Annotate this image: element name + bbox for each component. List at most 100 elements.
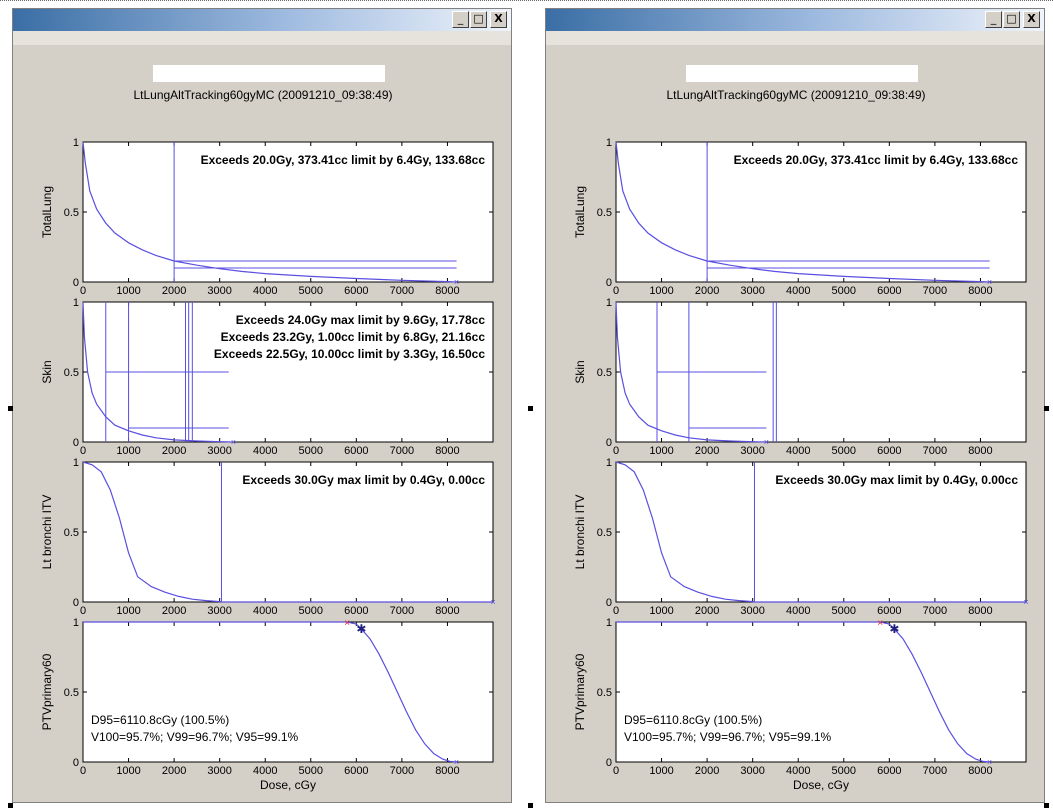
x-tick-label: 5000 [299, 605, 323, 617]
x-tick-label: 1000 [649, 605, 673, 617]
x-tick-label: 0 [80, 445, 86, 457]
y-tick-label: 0 [606, 757, 612, 769]
dvh-curve [82, 141, 457, 283]
maximize-button[interactable]: □ [1003, 11, 1020, 28]
y-tick-label: 0.5 [64, 527, 79, 539]
x-tick-label: 7000 [390, 605, 414, 617]
x-tick-label: 8000 [968, 605, 992, 617]
x-tick-label: 2000 [695, 765, 719, 777]
minimize-button[interactable]: _ [985, 11, 1002, 28]
x-tick-label: 5000 [832, 445, 856, 457]
resize-grip[interactable] [8, 406, 13, 411]
axes-box [82, 141, 494, 283]
y-tick-label: 1 [73, 137, 79, 149]
x-axis-label: Dose, cGy [260, 778, 316, 792]
x-tick-label: 6000 [344, 285, 368, 297]
x-tick-label: 8000 [435, 765, 459, 777]
y-axis-label: PTVprimary60 [573, 653, 587, 730]
y-axis-label: TotalLung [40, 186, 54, 238]
window-titlebar[interactable]: _ □ X [13, 9, 511, 31]
y-tick-label: 0 [73, 437, 79, 449]
end-marker: × [1023, 597, 1028, 607]
axes-box [615, 461, 1027, 603]
x-tick-label: 0 [613, 765, 619, 777]
x-tick-label: 4000 [253, 445, 277, 457]
dvh-curve [82, 301, 234, 443]
resize-grip[interactable] [1044, 803, 1049, 808]
x-tick-label: 1000 [649, 765, 673, 777]
window-titlebar[interactable]: _ □ X [546, 9, 1044, 31]
y-tick-label: 0 [606, 597, 612, 609]
y-tick-label: 1 [606, 137, 612, 149]
end-marker: × [764, 437, 769, 447]
resize-grip[interactable] [8, 803, 13, 808]
figure-window-right[interactable]: _ □ X LtLungAltTracking60gyMC (20091210_… [545, 8, 1045, 803]
constraint-annotation: Exceeds 20.0Gy, 373.41cc limit by 6.4Gy,… [734, 153, 1019, 167]
axes-box [82, 621, 494, 763]
y-tick-label: 0 [73, 757, 79, 769]
figure-area: LtLungAltTracking60gyMC (20091210_09:38:… [546, 45, 1044, 802]
figure-window-left[interactable]: _ □ X LtLungAltTracking60gyMC (20091210_… [12, 8, 512, 803]
x-tick-label: 8000 [435, 285, 459, 297]
x-tick-label: 1000 [116, 285, 140, 297]
minimize-button[interactable]: _ [452, 11, 469, 28]
x-tick-label: 3000 [740, 285, 764, 297]
y-axis-label: Skin [40, 360, 54, 383]
y-tick-label: 0.5 [64, 687, 79, 699]
x-tick-label: 3000 [740, 445, 764, 457]
dose-stats: D95=6110.8cGy (100.5%) [91, 713, 229, 727]
maximize-button[interactable]: □ [470, 11, 487, 28]
x-tick-label: 8000 [435, 605, 459, 617]
axes-box [615, 621, 1027, 763]
dvh-plots: 00.510 1000 2000 3000 4000 5000 6000 7000 8000To… [573, 137, 1029, 792]
dvh-curve [83, 621, 457, 763]
x-tick-label: 7000 [390, 445, 414, 457]
x-tick-label: 6000 [344, 605, 368, 617]
figure-title: LtLungAltTracking60gyMC (20091210_09:38:… [133, 88, 393, 102]
y-tick-label: 0.5 [64, 207, 79, 219]
y-tick-label: 1 [73, 457, 79, 469]
constraint-annotation: Exceeds 30.0Gy max limit by 0.4Gy, 0.00c… [775, 473, 1018, 487]
resize-grip[interactable] [528, 406, 533, 411]
x-tick-label: 0 [80, 605, 86, 617]
menu-strip [546, 31, 1044, 45]
dvh-curve [615, 301, 767, 443]
x-tick-label: 4000 [786, 445, 810, 457]
x-tick-label: 5000 [299, 445, 323, 457]
x-tick-label: 1000 [116, 765, 140, 777]
patient-name-box [686, 65, 918, 82]
x-tick-label: 6000 [877, 285, 901, 297]
x-tick-label: 3000 [740, 605, 764, 617]
x-tick-label: 4000 [253, 285, 277, 297]
panel-totallung: 0 0.5 1 0 1000 2000 3000 4000 5000 6000 7000 8000 To… [573, 137, 1027, 297]
x-tick-label: 3000 [207, 285, 231, 297]
x-tick-label: 4000 [253, 605, 277, 617]
x-tick-label: 0 [613, 285, 619, 297]
end-marker: × [987, 277, 992, 287]
x-tick-label: 5000 [832, 605, 856, 617]
x-axis-label: Dose, cGy [793, 778, 849, 792]
figure-area: LtLungAltTracking60gyMC (20091210_09:38:… [13, 45, 511, 802]
y-axis-label: Lt bronchi ITV [40, 495, 54, 570]
x-tick-label: 2000 [695, 605, 719, 617]
x-tick-label: 5000 [299, 285, 323, 297]
resize-grip[interactable] [528, 803, 533, 808]
x-tick-label: 8000 [968, 445, 992, 457]
x-tick-label: 1000 [116, 445, 140, 457]
dose-stats: D95=6110.8cGy (100.5%) [624, 713, 762, 727]
close-button[interactable]: X [490, 11, 507, 28]
x-tick-label: 6000 [877, 605, 901, 617]
x-tick-label: 2000 [162, 765, 186, 777]
dvh-curve [82, 461, 493, 603]
dvh-plots: 00.510 1000 2000 3000 4000 5000 6000 7000 8000To… [40, 137, 496, 792]
y-tick-label: 1 [606, 617, 612, 629]
dose-stats: V100=95.7%; V99=96.7%; V95=99.1% [91, 730, 298, 744]
resize-grip[interactable] [1044, 406, 1049, 411]
y-tick-label: 0 [73, 277, 79, 289]
v100-marker: × [877, 618, 883, 629]
end-marker: × [987, 757, 992, 767]
close-button[interactable]: X [1023, 11, 1040, 28]
d95-marker: ✱ [356, 622, 366, 636]
y-tick-label: 1 [73, 617, 79, 629]
x-tick-label: 0 [80, 765, 86, 777]
